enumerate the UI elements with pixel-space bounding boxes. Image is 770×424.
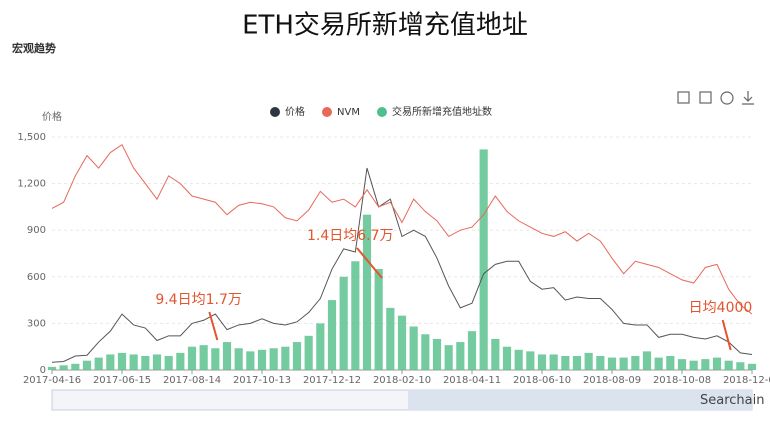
bar (374, 269, 383, 370)
bar (211, 348, 220, 370)
x-tick-label: 2018-12-07 (723, 375, 770, 386)
bar (549, 354, 558, 370)
bar (456, 342, 465, 370)
x-tick-label: 2018-10-08 (653, 375, 711, 386)
line (51, 167, 753, 363)
bar (654, 357, 663, 370)
x-tick-label: 2017-12-12 (303, 375, 361, 386)
bar (491, 338, 500, 370)
bar (117, 352, 127, 370)
bar (631, 356, 640, 370)
title: ETH交易所新增充值地址 (242, 11, 528, 41)
bar (561, 356, 570, 370)
legend-marker (270, 107, 280, 117)
bar (677, 359, 687, 370)
bar (246, 351, 255, 370)
bar (176, 352, 185, 370)
toolbox[interactable] (677, 91, 754, 105)
bar (351, 261, 360, 370)
annotation: 9.4日均1.7万 (155, 292, 242, 308)
x-tick-label: 2017-10-13 (233, 375, 291, 386)
bar (432, 338, 442, 370)
bar (736, 362, 745, 370)
x-tick-label: 2017-06-15 (93, 375, 151, 386)
bar (596, 356, 605, 370)
y-axis-label: 价格 (42, 110, 62, 123)
bar (141, 356, 150, 370)
annotation-arrow (356, 247, 383, 279)
bar (327, 300, 337, 370)
y-tick-label: 0 (40, 365, 46, 376)
x-tick-label: 2018-02-10 (373, 375, 431, 386)
bar (701, 359, 710, 370)
bar (47, 366, 57, 370)
bar (129, 354, 138, 370)
x-tick-label: 2018-06-10 (513, 375, 571, 386)
legend-label: 价格 (285, 105, 305, 118)
bar (339, 276, 348, 370)
bar (421, 334, 430, 370)
legend-marker (322, 107, 332, 117)
bar (526, 351, 535, 370)
annotation-arrow (721, 319, 732, 351)
bar (386, 307, 395, 370)
bar (607, 357, 617, 370)
line (51, 144, 753, 315)
bar (304, 335, 313, 370)
legend-label: 交易所新增充值地址数 (392, 105, 492, 118)
y-tick-label: 1,200 (17, 179, 46, 190)
y-tick-label: 900 (27, 225, 46, 236)
x-tick-label: 2018-04-11 (443, 375, 501, 386)
bar (82, 360, 92, 370)
y-tick-label: 600 (27, 272, 46, 283)
x-tick-label: 2018-08-09 (583, 375, 641, 386)
legend-marker (376, 107, 387, 117)
bar (479, 149, 488, 370)
bar (281, 346, 290, 370)
bar (537, 354, 547, 370)
x-tick-label: 2017-04-16 (23, 375, 81, 386)
bar (199, 345, 208, 370)
bar (362, 214, 372, 370)
bar (712, 357, 722, 370)
x-tick-label: 2017-08-14 (163, 375, 221, 386)
bar (234, 348, 243, 370)
bar (397, 315, 407, 370)
bar (409, 326, 418, 370)
bar (502, 346, 512, 370)
bar (292, 342, 302, 370)
bar (59, 365, 68, 370)
bar (257, 349, 267, 370)
section: 宏观趋势 (12, 41, 56, 55)
bar (152, 354, 162, 370)
bar (222, 342, 232, 370)
bar (444, 345, 453, 370)
zoom-window[interactable] (408, 390, 752, 410)
bar (316, 323, 325, 370)
bar (467, 331, 477, 370)
annotation-arrow (208, 311, 219, 341)
watermark: Searchain (700, 393, 764, 408)
bar (572, 356, 582, 370)
y-tick-label: 300 (27, 318, 46, 329)
bar (689, 360, 698, 370)
bar (164, 356, 173, 370)
bar (514, 349, 523, 370)
annotation: 日均4000 (689, 300, 753, 316)
y-tick-label: 1,500 (17, 132, 46, 143)
bar (642, 351, 652, 370)
bar (747, 363, 757, 370)
bar (71, 363, 80, 370)
bar (724, 360, 733, 370)
legend-label: NVM (337, 107, 360, 118)
bar (94, 357, 103, 370)
bar (187, 346, 197, 370)
bar (584, 352, 593, 370)
bar (269, 348, 278, 370)
bar (106, 354, 115, 370)
annotation: 1.4日均6.7万 (307, 228, 394, 244)
bar (666, 356, 675, 370)
bar (619, 357, 628, 370)
